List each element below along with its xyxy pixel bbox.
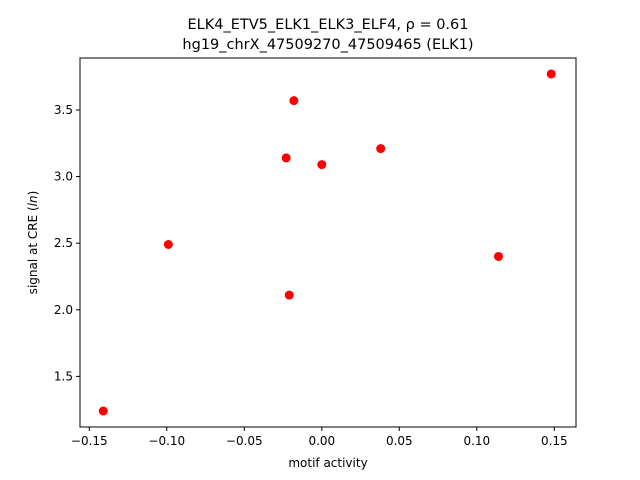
chart-title-line1: ELK4_ETV5_ELK1_ELK3_ELF4, ρ = 0.61 xyxy=(188,17,469,33)
x-axis-ticks: −0.15 −0.10 −0.05 0.00 0.05 0.10 0.15 xyxy=(71,427,568,448)
x-tick-label: 0.00 xyxy=(308,434,335,448)
data-points xyxy=(98,69,556,416)
x-tick-label: −0.10 xyxy=(148,434,185,448)
y-axis-ticks: 1.5 2.0 2.5 3.0 3.5 xyxy=(54,103,80,383)
chart-title-line2: hg19_chrX_47509270_47509465 (ELK1) xyxy=(182,37,473,53)
y-axis-label: signal at CRE (ln) xyxy=(26,191,40,295)
data-point xyxy=(289,96,299,106)
data-point xyxy=(163,239,173,249)
data-point xyxy=(284,290,294,300)
data-point xyxy=(494,251,503,261)
data-point xyxy=(281,153,291,163)
x-tick-label: 0.05 xyxy=(386,434,413,448)
y-tick-label: 2.0 xyxy=(54,303,73,317)
y-tick-label: 3.0 xyxy=(54,170,73,184)
y-tick-label: 2.5 xyxy=(54,236,73,250)
data-point xyxy=(317,160,327,170)
x-tick-label: −0.15 xyxy=(71,434,108,448)
data-point xyxy=(98,406,108,416)
data-point xyxy=(376,144,386,154)
plot-area-frame xyxy=(79,57,577,428)
x-tick-label: −0.05 xyxy=(226,434,263,448)
x-tick-label: 0.15 xyxy=(541,434,568,448)
y-tick-label: 1.5 xyxy=(54,369,73,383)
x-tick-label: 0.10 xyxy=(463,434,490,448)
x-axis-label: motif activity xyxy=(288,456,367,470)
data-point xyxy=(546,69,556,79)
y-tick-label: 3.5 xyxy=(54,103,73,117)
